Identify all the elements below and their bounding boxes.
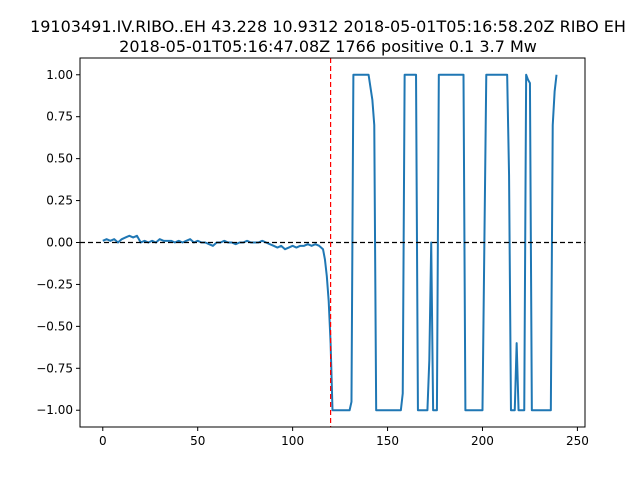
y-tick-label: −0.50 bbox=[36, 319, 73, 333]
x-tick-label: 250 bbox=[566, 434, 589, 448]
x-tick-label: 0 bbox=[99, 434, 107, 448]
y-tick-label: 0.75 bbox=[46, 110, 73, 124]
y-tick-label: −0.25 bbox=[36, 277, 73, 291]
x-tick-label: 50 bbox=[190, 434, 205, 448]
x-tick-label: 100 bbox=[281, 434, 304, 448]
chart-title-line-1: 19103491.IV.RIBO..EH 43.228 10.9312 2018… bbox=[30, 17, 626, 36]
y-tick-label: 0.00 bbox=[46, 236, 73, 250]
series-line-0 bbox=[102, 73, 558, 412]
y-tick-label: 1.00 bbox=[46, 68, 73, 82]
y-tick-label: −1.00 bbox=[36, 403, 73, 417]
chart-title-line-2: 2018-05-01T05:16:47.08Z 1766 positive 0.… bbox=[119, 37, 537, 56]
y-tick-label: −0.75 bbox=[36, 361, 73, 375]
y-tick-label: 0.50 bbox=[46, 152, 73, 166]
y-tick-label: 0.25 bbox=[46, 194, 73, 208]
x-tick-label: 200 bbox=[471, 434, 494, 448]
x-tick-label: 150 bbox=[376, 434, 399, 448]
